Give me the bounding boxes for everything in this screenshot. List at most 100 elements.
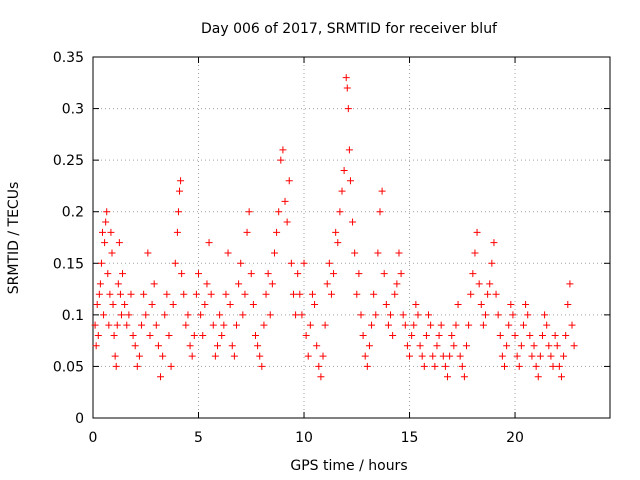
data-point (458, 362, 466, 370)
data-point (503, 342, 511, 350)
data-point (393, 280, 401, 288)
data-point (528, 352, 536, 360)
data-point (224, 249, 232, 257)
data-point (389, 331, 397, 339)
data-point (429, 352, 437, 360)
data-point (368, 321, 376, 329)
data-point (553, 342, 561, 350)
data-point (157, 373, 165, 381)
data-point (534, 373, 542, 381)
data-point (131, 342, 139, 350)
data-point (113, 321, 121, 329)
data-point (342, 74, 350, 82)
data-point (107, 228, 115, 236)
x-tick-label: 5 (194, 430, 203, 446)
data-point (251, 331, 259, 339)
data-point (163, 290, 171, 298)
data-point (235, 280, 243, 288)
data-point (469, 270, 477, 278)
data-point (306, 321, 314, 329)
data-point (517, 342, 525, 350)
data-point (182, 321, 190, 329)
y-tick-label: 0.1 (62, 308, 84, 324)
data-point (374, 249, 382, 257)
data-point (488, 259, 496, 267)
data-point (343, 84, 351, 92)
data-point (471, 249, 479, 257)
data-point (433, 342, 441, 350)
data-point (446, 352, 454, 360)
data-point (169, 301, 177, 309)
data-point (108, 249, 116, 257)
data-point (294, 270, 302, 278)
data-point (317, 373, 325, 381)
data-point (452, 321, 460, 329)
data-point (538, 331, 546, 339)
axis-ticks: 0 0.05 0.1 0.15 0.2 0.25 0.3 0.35 0 5 10 15 20 (53, 50, 610, 446)
data-point (460, 373, 468, 381)
data-point (298, 311, 306, 319)
data-point (444, 373, 452, 381)
data-point (479, 321, 487, 329)
data-point (519, 321, 527, 329)
data-point (266, 311, 274, 319)
data-point (384, 321, 392, 329)
data-point (547, 352, 555, 360)
data-point (209, 321, 217, 329)
data-point (150, 280, 158, 288)
data-point (477, 301, 485, 309)
data-point (355, 270, 363, 278)
data-point (338, 187, 346, 195)
data-point (190, 331, 198, 339)
data-point (308, 290, 316, 298)
data-point (148, 301, 156, 309)
data-point (232, 321, 240, 329)
data-point (220, 321, 228, 329)
data-point (262, 290, 270, 298)
data-point (296, 290, 304, 298)
data-point (557, 373, 565, 381)
data-point (197, 311, 205, 319)
data-point (184, 311, 192, 319)
data-point (365, 342, 373, 350)
data-point (378, 187, 386, 195)
data-point (555, 362, 563, 370)
data-point (205, 239, 213, 247)
data-point (490, 239, 498, 247)
y-tick-label: 0.15 (53, 256, 84, 272)
data-point (98, 228, 106, 236)
y-tick-label: 0.35 (53, 50, 84, 66)
data-point (268, 280, 276, 288)
data-point (414, 311, 422, 319)
data-point (292, 311, 300, 319)
data-point (484, 290, 492, 298)
x-tick-label: 15 (401, 430, 419, 446)
data-point (346, 177, 354, 185)
data-point (536, 352, 544, 360)
data-point (361, 352, 369, 360)
data-point (330, 270, 338, 278)
data-point (211, 352, 219, 360)
data-point (287, 259, 295, 267)
data-point (551, 331, 559, 339)
data-point (228, 342, 236, 350)
data-point (117, 311, 125, 319)
data-point (214, 342, 222, 350)
x-tick-label: 10 (295, 430, 313, 446)
data-point (109, 301, 117, 309)
data-point (273, 228, 281, 236)
data-point (146, 331, 154, 339)
data-point (106, 290, 114, 298)
data-point (115, 239, 123, 247)
data-point (505, 321, 513, 329)
x-axis-label: GPS time / hours (290, 458, 407, 474)
data-point (144, 249, 152, 257)
data-point (334, 239, 342, 247)
data-point (123, 321, 131, 329)
data-point (463, 342, 471, 350)
data-point (222, 290, 230, 298)
data-point (406, 352, 414, 360)
data-point (427, 321, 435, 329)
data-point (260, 321, 268, 329)
